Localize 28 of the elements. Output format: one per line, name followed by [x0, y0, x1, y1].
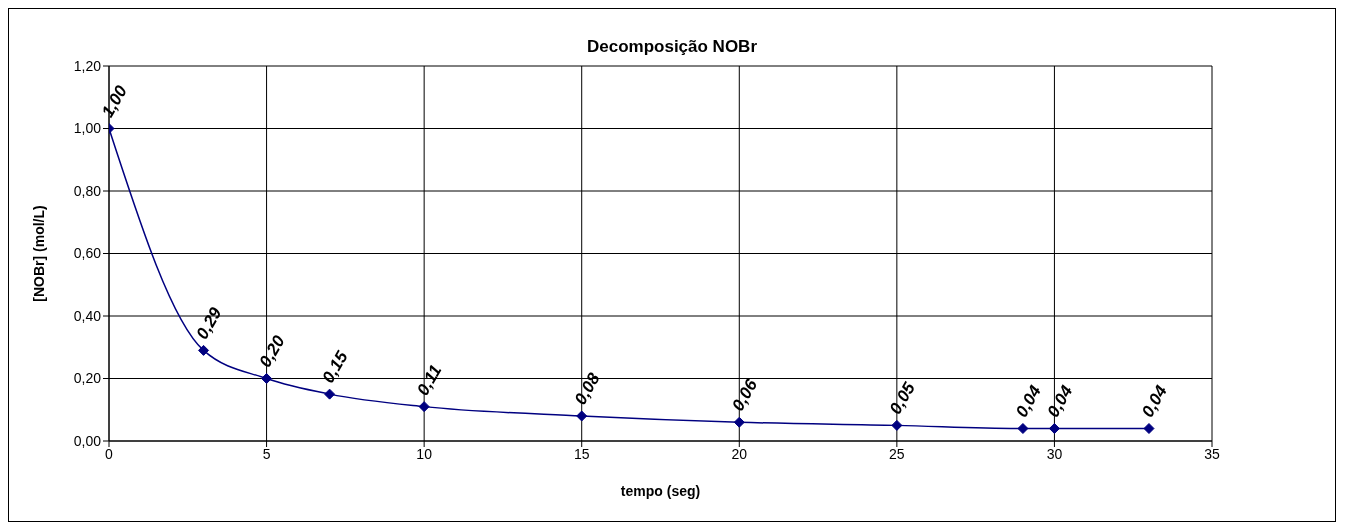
y-tick-label: 0,00: [73, 432, 102, 449]
point: [261, 373, 273, 384]
y-axis-title: [NOBr] (mol/L): [30, 205, 47, 302]
y-tick-label: 1,00: [73, 120, 102, 137]
x-tick-label: 5: [262, 445, 271, 462]
y-tick-label: 0,60: [73, 245, 102, 262]
point: [198, 344, 210, 356]
point: [324, 388, 336, 400]
x-tick-label: 30: [1046, 445, 1063, 462]
point: [1048, 423, 1060, 434]
chart-title: Decomposição NOBr: [585, 37, 758, 57]
x-tick-label: 20: [731, 445, 748, 462]
y-tick-label: 1,20: [73, 57, 102, 74]
x-axis-title: tempo (seg): [620, 483, 701, 499]
y-tick-label: 0,40: [73, 307, 102, 324]
y-tick-label: 0,20: [73, 370, 102, 387]
point: [1143, 423, 1155, 434]
x-tick-label: 35: [1204, 445, 1220, 462]
point: [733, 416, 745, 428]
point: [418, 401, 430, 413]
point: [891, 419, 903, 431]
x-tick-label: 10: [416, 445, 433, 462]
x-tick-label: 0: [105, 445, 114, 462]
x-tick-label: 15: [573, 445, 590, 462]
x-tick-label: 25: [889, 445, 905, 462]
point: [1017, 423, 1029, 434]
point: [576, 410, 588, 422]
y-tick-label: 0,80: [73, 182, 102, 199]
